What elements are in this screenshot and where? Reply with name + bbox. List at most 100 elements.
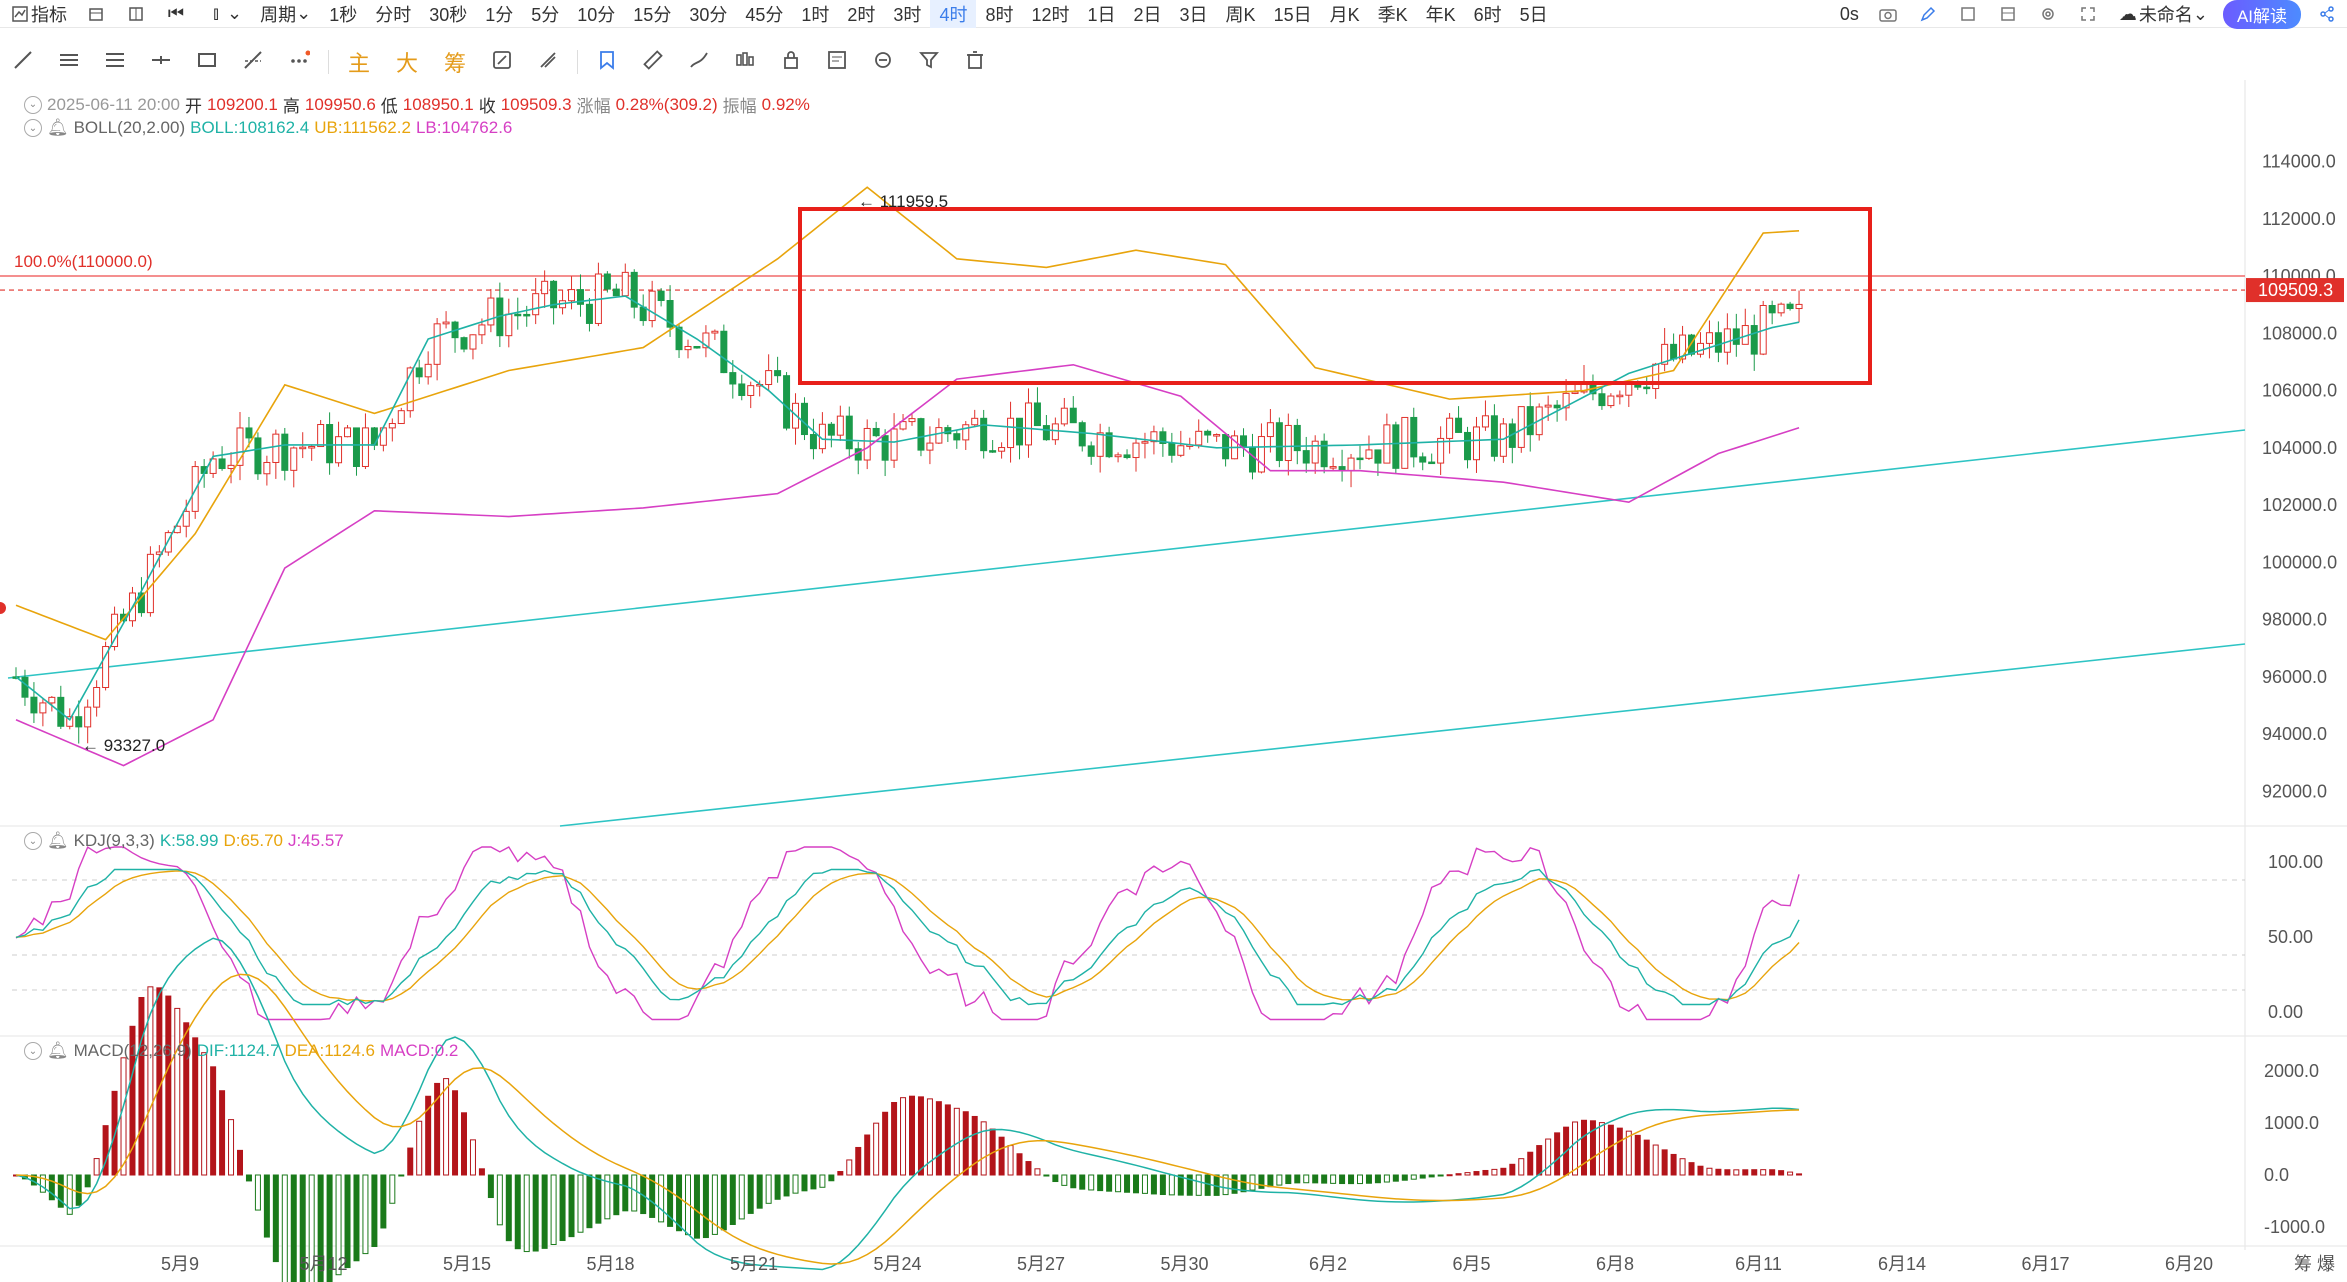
period-30m[interactable]: 30分 [680, 0, 736, 28]
trendline-tool[interactable] [0, 44, 46, 80]
period-5d[interactable]: 5日 [1511, 0, 1557, 28]
bookmark-tool[interactable] [584, 44, 630, 80]
period-1s[interactable]: 1秒 [320, 0, 366, 28]
candle-body [21, 676, 29, 698]
bell-icon[interactable]: 🔔︎ [47, 1041, 69, 1060]
channel-icon [104, 49, 126, 76]
split-button[interactable] [116, 0, 156, 28]
pattern-tool[interactable] [722, 44, 768, 80]
screenshot-button[interactable] [1868, 0, 1908, 28]
indicator-menu[interactable]: 指标 [0, 0, 76, 28]
more-tools[interactable] [276, 44, 322, 80]
indicator-icon [9, 3, 31, 25]
settings-button[interactable] [2028, 0, 2068, 28]
fib-tool[interactable] [230, 44, 276, 80]
period-3d[interactable]: 3日 [1171, 0, 1217, 28]
chart-type-button[interactable]: ⫾ ⌄ [196, 0, 251, 28]
candle-body [568, 289, 576, 302]
candle-body [648, 290, 656, 322]
macd-bar [667, 1174, 674, 1227]
period-12h[interactable]: 12时 [1022, 0, 1078, 28]
period-1m[interactable]: 1分 [476, 0, 522, 28]
macd-bar [371, 1174, 378, 1248]
macd-bar [93, 1158, 100, 1176]
chevron-down-icon[interactable]: ⌄ [24, 95, 42, 114]
chip-tool[interactable]: 筹 [431, 44, 479, 80]
period-text: 5分 [531, 4, 560, 25]
ai-interpret-button[interactable]: AI解读 [2222, 0, 2301, 29]
period-month[interactable]: 月K [1321, 0, 1369, 28]
hline-tool[interactable] [138, 44, 184, 80]
period-1d[interactable]: 1日 [1079, 0, 1125, 28]
period-timeshare[interactable]: 分时 [366, 0, 420, 28]
ruler-tool[interactable] [630, 44, 676, 80]
countdown-text: 0s [1839, 3, 1859, 24]
share-button[interactable] [2307, 0, 2347, 28]
period-2d[interactable]: 2日 [1125, 0, 1171, 28]
candle-body [1275, 422, 1283, 462]
period-10m[interactable]: 10分 [568, 0, 624, 28]
layout-name-menu[interactable]: ☁ 未命名 ⌄ [2108, 0, 2217, 28]
candle-body [666, 300, 674, 328]
macd-bar [1088, 1174, 1095, 1191]
measure-tool[interactable] [479, 44, 525, 80]
bell-icon[interactable]: 🔔︎ [47, 831, 69, 850]
kdj-d: D:65.70 [223, 831, 283, 850]
period-3h[interactable]: 3时 [884, 0, 930, 28]
period-text: 1秒 [329, 4, 358, 25]
period-1h[interactable]: 1时 [792, 0, 838, 28]
period-15m[interactable]: 15分 [624, 0, 680, 28]
macd-bar [1195, 1174, 1202, 1196]
brush-tool[interactable] [676, 44, 722, 80]
period-45m[interactable]: 45分 [736, 0, 792, 28]
ohlc-date: 2025-06-11 20:00 [47, 94, 180, 114]
macd-bar [568, 1174, 575, 1238]
template-button[interactable] [1988, 0, 2028, 28]
candle-body [1705, 332, 1713, 344]
macd-bar [120, 1057, 127, 1176]
period-text: 15分 [633, 4, 672, 25]
fullscreen-button[interactable] [2068, 0, 2108, 28]
parallel-tool[interactable] [46, 44, 92, 80]
period-week[interactable]: 周K [1217, 0, 1265, 28]
candle-body [388, 423, 396, 429]
chevron-down-icon[interactable]: ⌄ [24, 832, 42, 850]
chevron-down-icon[interactable]: ⌄ [24, 1042, 42, 1060]
replay-button[interactable]: ⏮ [156, 0, 196, 28]
bell-icon[interactable]: 🔔︎ [47, 118, 69, 137]
period-year[interactable]: 年K [1417, 0, 1465, 28]
countdown[interactable]: 0s [1831, 0, 1868, 28]
lock-tool[interactable] [768, 44, 814, 80]
period-6h[interactable]: 6时 [1465, 0, 1511, 28]
period-2h[interactable]: 2时 [838, 0, 884, 28]
window-button[interactable] [1948, 0, 1988, 28]
filter-tool[interactable] [906, 44, 952, 80]
main-force-tool[interactable]: 主 [335, 44, 383, 80]
delete-tool[interactable] [952, 44, 998, 80]
period-4h[interactable]: 4时 [930, 0, 977, 28]
chevron-down-icon[interactable]: ⌄ [24, 119, 42, 137]
period-menu[interactable]: 周期 ⌄ [251, 0, 320, 28]
notes-tool[interactable] [814, 44, 860, 80]
period-5m[interactable]: 5分 [522, 0, 568, 28]
magnet-tool[interactable] [525, 44, 571, 80]
period-quarter[interactable]: 季K [1369, 0, 1417, 28]
draw-button[interactable] [1908, 0, 1948, 28]
period-text: 4时 [939, 4, 968, 25]
lock-icon [780, 49, 802, 76]
boll-ub: UB:111562.2 [314, 118, 411, 137]
big-order-tool[interactable]: 大 [383, 44, 431, 80]
period-8h[interactable]: 8时 [976, 0, 1022, 28]
fib-label: 100.0%(110000.0) [14, 252, 153, 271]
macd-bar [1733, 1169, 1740, 1176]
candle-body [182, 510, 190, 527]
period-text: 3时 [893, 4, 922, 25]
rectangle-tool[interactable] [184, 44, 230, 80]
link-tool[interactable] [860, 44, 906, 80]
date-tick-label: 5月15 [443, 1254, 491, 1274]
layout-button[interactable] [76, 0, 116, 28]
channel-tool[interactable] [92, 44, 138, 80]
period-30s[interactable]: 30秒 [420, 0, 476, 28]
period-15d[interactable]: 15日 [1265, 0, 1321, 28]
